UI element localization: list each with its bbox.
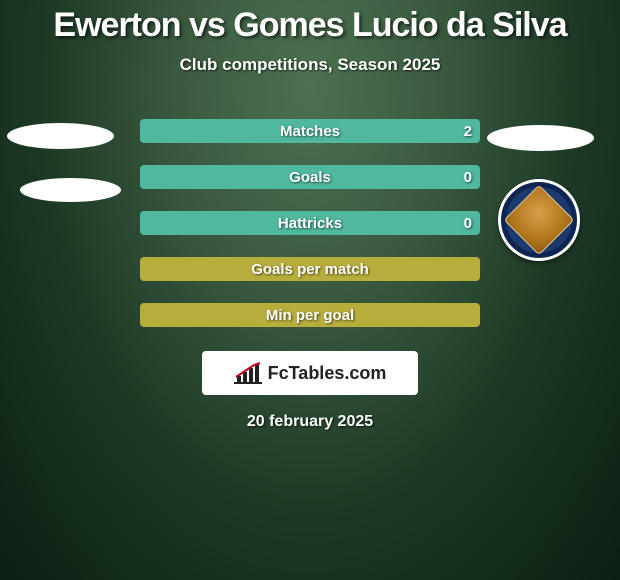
stat-bar: Goals per match — [140, 257, 480, 281]
stat-bar-label: Goals — [289, 169, 331, 186]
decorative-ellipse — [20, 178, 121, 202]
stat-bar: Min per goal — [140, 303, 480, 327]
decorative-ellipse — [487, 125, 594, 151]
decorative-ellipse — [7, 123, 114, 149]
stat-bar: Hattricks 0 — [140, 211, 480, 235]
comparison-infographic: Ewerton vs Gomes Lucio da Silva Club com… — [0, 0, 620, 580]
subtitle: Club competitions, Season 2025 — [0, 55, 620, 75]
brand-label: FcTables.com — [268, 363, 387, 384]
stat-bar-value: 0 — [464, 215, 472, 232]
stat-bar-value: 2 — [464, 123, 472, 140]
club-badge — [498, 179, 580, 261]
stat-bar: Goals 0 — [140, 165, 480, 189]
stat-bar-label: Hattricks — [278, 215, 342, 232]
stat-bar-value: 0 — [464, 169, 472, 186]
club-badge-inner — [504, 185, 575, 256]
brand-box[interactable]: FcTables.com — [202, 351, 418, 395]
date-label: 20 february 2025 — [0, 413, 620, 431]
stat-bar-label: Min per goal — [266, 307, 354, 324]
stat-bar-label: Goals per match — [251, 261, 369, 278]
bar-chart-icon — [234, 362, 262, 384]
stat-bar-label: Matches — [280, 123, 340, 140]
stat-bar: Matches 2 — [140, 119, 480, 143]
page-title: Ewerton vs Gomes Lucio da Silva — [0, 6, 620, 45]
